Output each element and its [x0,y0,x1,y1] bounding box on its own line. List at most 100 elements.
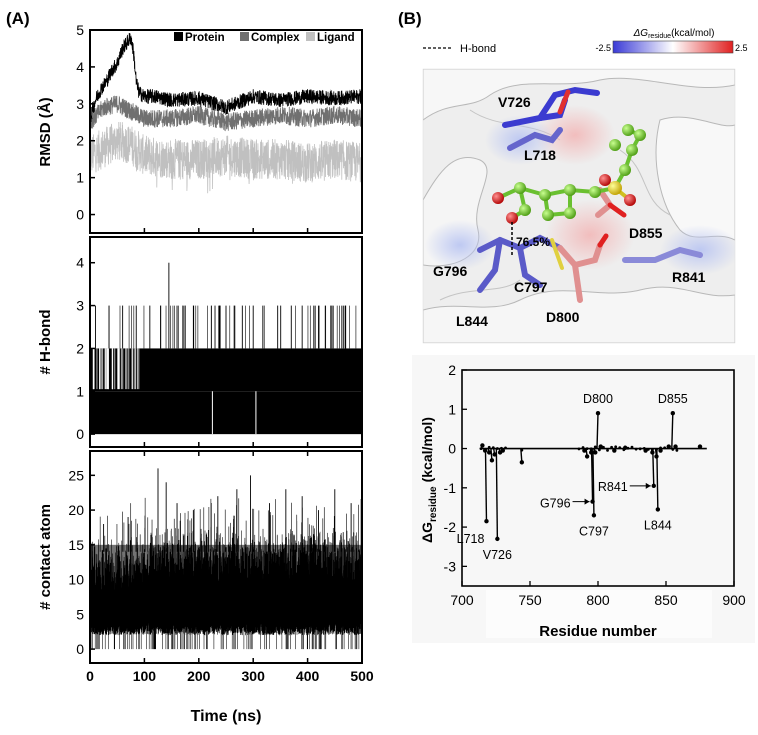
colorbar-title-sub: residue [648,33,671,40]
dg-ylabel: ΔGresidue (kcal/mol) [419,417,439,543]
contact-atom-chart: 0 5 10 15 20 25 0 100 200 300 400 500 # contact ato… [37,450,374,725]
dg-ytick-label: 2 [448,362,456,378]
rmsd-legend: Protein Complex Ligand [174,32,355,44]
legend-label-complex: Complex [251,32,300,44]
rmsd-chart: 0 1 2 3 4 5 RMSD (Å) Protein Complex Ligand [37,22,363,234]
hbond-ylabel: # H-bond [37,310,54,375]
dg-point [595,411,601,416]
contact-ytick-label: 0 [76,641,84,657]
hbond-ytick-label: 3 [76,298,84,314]
dg-spike [671,413,674,449]
dg-point [500,446,503,450]
dg-ylabel-sub: residue [428,486,439,522]
dg-point [577,447,581,451]
rmsd-frame [89,29,363,234]
dg-point [480,443,485,448]
colorbar-min-label: -2.5 [595,43,611,53]
colorbar-title-units: (kcal/mol) [671,28,714,39]
dg-annotation-g796: G796 [540,497,571,511]
time-xtick-label: 500 [350,668,374,684]
legend-swatch-ligand [306,32,315,41]
dg-annotation-d855: D855 [658,392,688,406]
rmsd-ytick-label: 2 [76,133,84,149]
residue-label-d855: D855 [629,225,663,241]
dg-point [593,445,597,449]
dg-point [598,444,603,449]
legend-swatch-complex [240,32,249,41]
ligand-model [492,124,646,224]
dg-point [642,446,646,450]
contact-dense-region [90,544,362,622]
dg-point [622,448,626,452]
dg-annotation-v726: V726 [483,548,512,562]
dg-point [651,448,654,452]
rmsd-ytick-label: 0 [76,207,84,223]
dg-point [491,446,495,450]
dg-residue-chart: 2 1 0 -1 -2 -3 700 750 800 850 900 ΔGresidue (kcal/… [412,355,755,643]
dg-point [659,446,662,450]
dg-point [479,447,483,451]
dg-point [504,446,507,450]
dg-point [581,446,585,449]
time-xtick-label: 300 [242,668,266,684]
hbond-ytick-label: 4 [76,255,84,271]
dg-point [667,445,671,449]
dg-ylabel-main: ΔG [419,522,435,543]
dg-point [697,444,703,449]
dg-point [484,519,489,524]
time-xtick-label: 400 [296,668,320,684]
dg-point [483,448,487,452]
rmsd-series-protein [90,32,362,123]
dg-point [487,445,491,449]
rmsd-ylabel: RMSD (Å) [37,97,54,166]
rmsd-ytick-label: 5 [76,22,84,38]
dg-point [651,483,656,489]
contact-ytick-label: 25 [68,467,84,483]
time-xtick-label: 100 [133,668,157,684]
dg-point [612,448,617,453]
dg-point [489,458,495,463]
dg-point [655,507,661,512]
dg-point [591,513,597,518]
dg-annotation-c797: C797 [579,524,609,538]
panel-a-label: (A) [6,9,30,28]
hbond-ytick-label: 2 [76,340,84,356]
dg-ytick-label: 1 [448,401,456,417]
dg-xtick-label: 750 [518,592,542,608]
dg-point [589,447,593,451]
dg-ytick-label: 0 [448,441,456,457]
dg-spike [652,448,655,486]
dg-annotation-l844: L844 [644,518,672,532]
dg-point [597,448,601,452]
dg-point [646,447,650,451]
residue-label-d800: D800 [546,309,580,325]
legend-swatch-protein [174,32,183,41]
dg-point [487,450,492,455]
contact-ytick-label: 10 [68,572,84,588]
dg-xtick-label: 850 [654,592,678,608]
dg-annotation-l718: L718 [457,532,485,546]
dg-spike [592,448,595,516]
rmsd-ytick-label: 3 [76,96,84,112]
dg-annotation-arrowhead [645,482,651,489]
dg-point [584,454,590,459]
rmsd-series-ligand [90,121,362,194]
rmsd-ytick-label: 1 [76,170,84,186]
hbond-occupancy: 76.5% [516,235,550,249]
dg-point [658,448,663,453]
dg-point [626,446,630,450]
hbond-ytick-label: 0 [76,426,84,442]
dg-point [670,411,675,416]
dg-point [638,447,642,451]
contact-ytick-label: 15 [68,537,84,553]
legend-label-protein: Protein [185,32,225,44]
dg-ytick-label: -3 [444,558,457,574]
dg-point [606,448,609,452]
hbond-ytick-label: 1 [76,383,84,399]
colorbar-title: ΔGresidue(kcal/mol) [633,28,715,40]
colorbar [612,40,734,54]
dg-point [655,448,658,451]
dg-point [663,446,667,450]
rmsd-series-complex [90,95,362,132]
